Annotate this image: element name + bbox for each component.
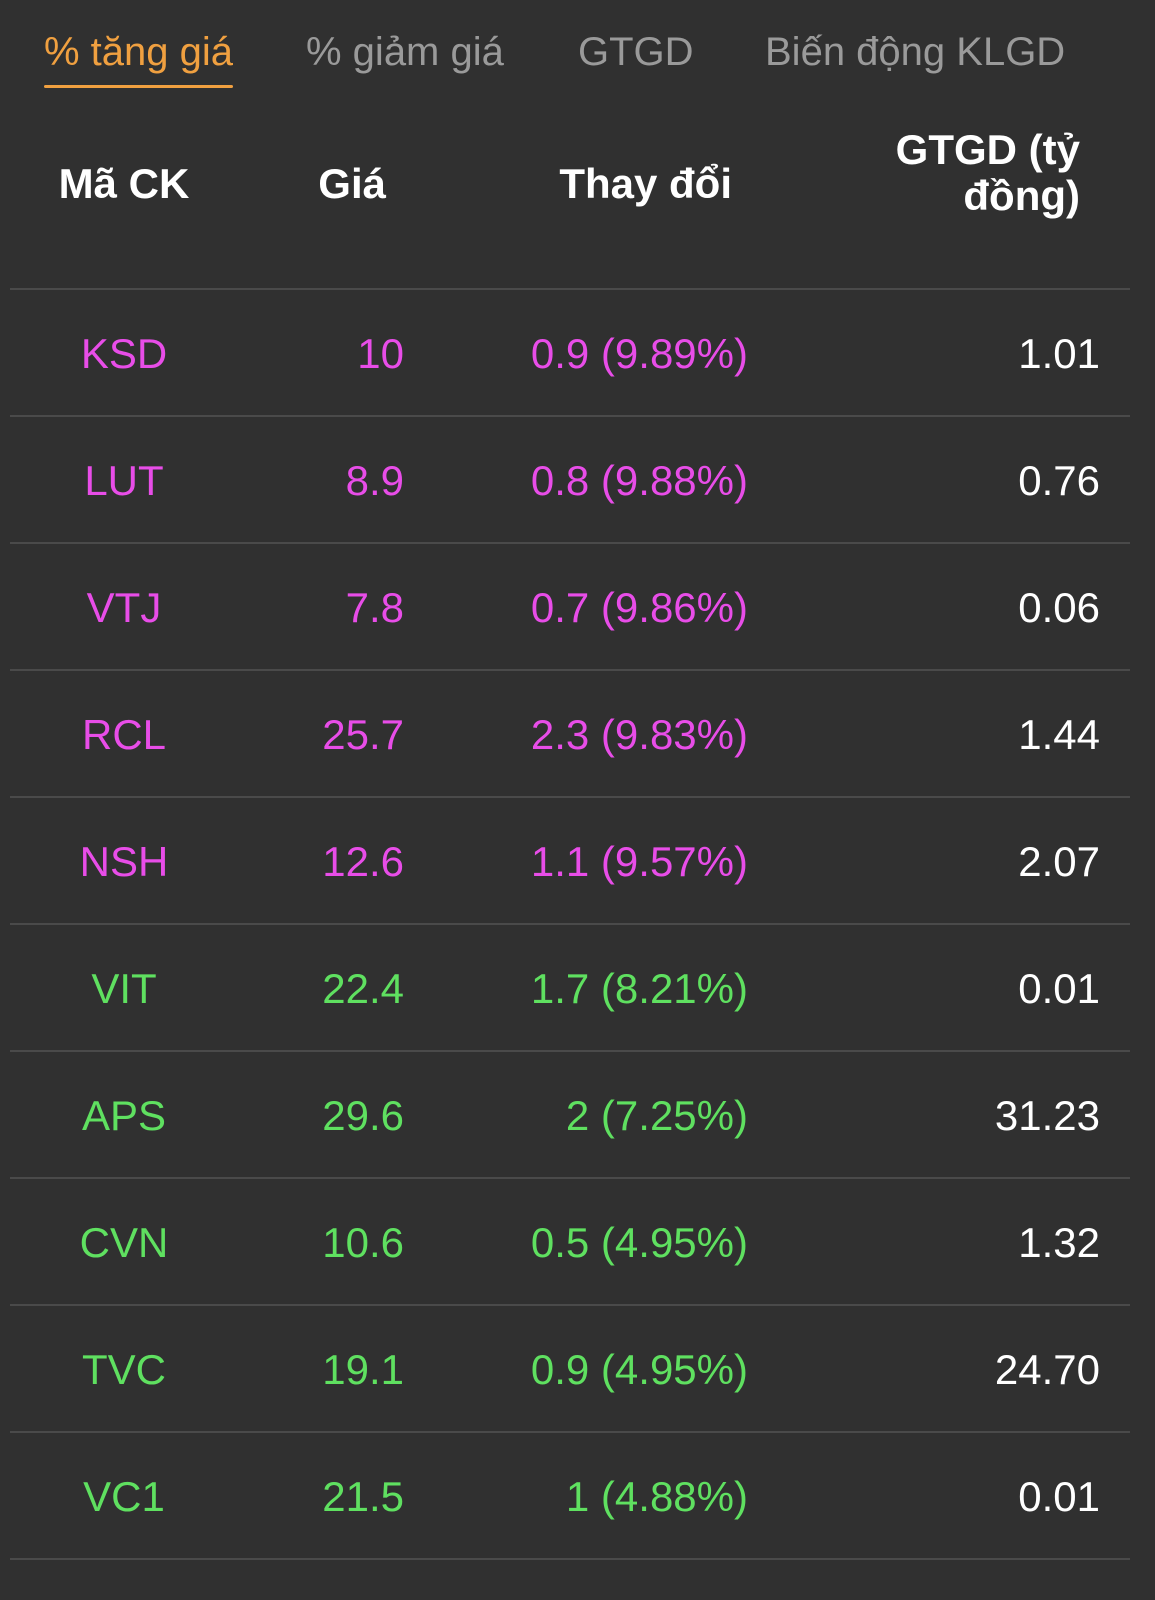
stock-trading-value: 1.44: [1018, 711, 1100, 758]
stock-change: 2 (7.25%): [565, 1092, 748, 1139]
column-header-trading-value[interactable]: GTGD (tỷ đồng): [810, 125, 1080, 221]
stock-change: 2.3 (9.83%): [530, 711, 748, 758]
stock-symbol[interactable]: APS: [81, 1092, 167, 1139]
stock-trading-value: 0.06: [1018, 584, 1100, 631]
stock-symbol[interactable]: RCL: [81, 711, 167, 758]
stock-change: 0.8 (9.88%): [530, 457, 748, 504]
table-body: KSD 10 0.9 (9.89%) 1.01 LUT 8.9 0.8 (9.88%) 0.7…: [10, 290, 1130, 1560]
stock-trading-value: 2.07: [1018, 838, 1100, 885]
stock-trading-value: 31.23: [994, 1092, 1100, 1139]
stock-trading-value: 1.01: [1018, 330, 1100, 377]
table-row[interactable]: LUT 8.9 0.8 (9.88%) 0.76: [10, 417, 1130, 544]
stock-symbol[interactable]: VC1: [83, 1473, 165, 1520]
stock-symbol[interactable]: LUT: [84, 457, 164, 504]
tab-top-gainers[interactable]: % tăng giá: [44, 26, 234, 88]
table-row[interactable]: VC1 21.5 1 (4.88%) 0.01: [10, 1433, 1130, 1560]
stock-change: 0.5 (4.95%): [530, 1219, 748, 1266]
stock-change: 0.9 (4.95%): [530, 1346, 748, 1393]
active-tab-indicator: [44, 85, 234, 88]
table-row[interactable]: KSD 10 0.9 (9.89%) 1.01: [10, 290, 1130, 417]
stock-trading-value: 0.76: [1018, 457, 1100, 504]
stock-change: 1.7 (8.21%): [530, 965, 748, 1012]
table-row[interactable]: VTJ 7.8 0.7 (9.86%) 0.06: [10, 544, 1130, 671]
stock-price: 12.6: [322, 838, 404, 885]
stock-trading-value: 0.01: [1018, 965, 1100, 1012]
tab-label: % giảm giá: [306, 30, 504, 74]
table-row[interactable]: RCL 25.7 2.3 (9.83%) 1.44: [10, 671, 1130, 798]
stock-change: 0.9 (9.89%): [530, 330, 748, 377]
stock-symbol[interactable]: VIT: [91, 965, 157, 1012]
stock-price: 7.8: [345, 584, 404, 631]
stock-symbol[interactable]: NSH: [79, 838, 169, 885]
column-header-trading-value-line2: đồng): [963, 172, 1080, 219]
stock-price: 19.1: [322, 1346, 404, 1393]
tab-label: GTGD: [578, 30, 694, 74]
stock-symbol[interactable]: CVN: [79, 1219, 169, 1266]
stock-change: 1.1 (9.57%): [530, 838, 748, 885]
stock-symbol[interactable]: VTJ: [86, 584, 162, 631]
stock-trading-value: 0.01: [1018, 1473, 1100, 1520]
table-header: Mã CK Giá Thay đổi GTGD (tỷ đồng): [10, 115, 1130, 290]
column-header-trading-value-line1: GTGD (tỷ: [895, 126, 1080, 173]
tab-volume-change[interactable]: Biến động KLGD: [765, 26, 1065, 78]
stock-change: 0.7 (9.86%): [530, 584, 748, 631]
tab-label: % tăng giá: [44, 30, 234, 74]
tab-label: Biến động KLGD: [765, 30, 1066, 74]
column-header-change[interactable]: Thay đổi: [559, 160, 732, 207]
stock-symbol[interactable]: KSD: [80, 330, 168, 377]
table-row[interactable]: NSH 12.6 1.1 (9.57%) 2.07: [10, 798, 1130, 925]
stock-change: 1 (4.88%): [565, 1473, 748, 1520]
stock-trading-value: 24.70: [994, 1346, 1100, 1393]
stock-symbol[interactable]: TVC: [82, 1346, 166, 1393]
stock-price: 21.5: [322, 1473, 404, 1520]
stock-price: 22.4: [322, 965, 404, 1012]
stock-price: 10: [357, 330, 404, 377]
stock-price: 8.9: [345, 457, 404, 504]
stock-price: 29.6: [322, 1092, 404, 1139]
tab-top-losers[interactable]: % giảm giá: [306, 26, 504, 78]
column-header-symbol[interactable]: Mã CK: [58, 160, 190, 207]
stock-price: 10.6: [322, 1219, 404, 1266]
table-row[interactable]: VIT 22.4 1.7 (8.21%) 0.01: [10, 925, 1130, 1052]
tab-trading-value[interactable]: GTGD: [578, 26, 694, 78]
table-row[interactable]: APS 29.6 2 (7.25%) 31.23: [10, 1052, 1130, 1179]
table-row[interactable]: TVC 19.1 0.9 (4.95%) 24.70: [10, 1306, 1130, 1433]
stock-trading-value: 1.32: [1018, 1219, 1100, 1266]
column-header-price[interactable]: Giá: [318, 160, 386, 207]
stock-price: 25.7: [322, 711, 404, 758]
tab-bar: % tăng giá % giảm giá GTGD Biến động KLG…: [0, 0, 1155, 100]
stock-table: Mã CK Giá Thay đổi GTGD (tỷ đồng) KSD 10 0…: [10, 115, 1130, 1560]
table-row[interactable]: CVN 10.6 0.5 (4.95%) 1.32: [10, 1179, 1130, 1306]
